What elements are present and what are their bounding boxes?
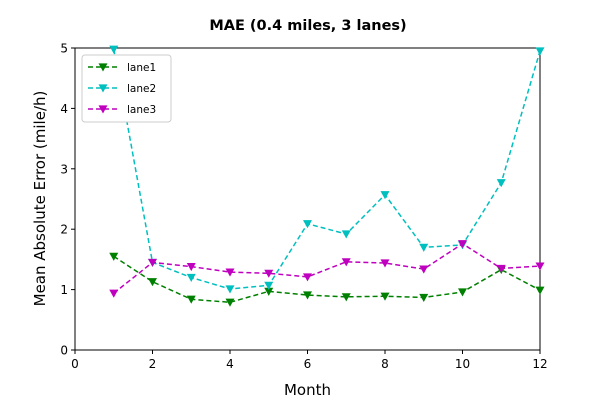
data-point — [109, 289, 119, 298]
x-tick-label: 0 — [71, 357, 79, 371]
x-tick-label: 8 — [381, 357, 389, 371]
legend-label: lane1 — [127, 62, 156, 74]
data-point — [341, 293, 351, 302]
y-tick-label: 4 — [60, 102, 68, 116]
x-tick-label: 12 — [532, 357, 547, 371]
x-tick-label: 4 — [226, 357, 234, 371]
data-point — [303, 220, 312, 229]
y-tick-label: 2 — [60, 223, 68, 237]
x-axis-ticks: 0 2 4 6 8 10 12 — [71, 350, 548, 371]
data-point — [458, 240, 467, 249]
legend-item: lane2 — [88, 83, 156, 95]
data-point — [341, 230, 351, 239]
data-point — [225, 285, 235, 294]
data-point — [380, 191, 390, 200]
series-line — [113, 242, 541, 294]
legend: lane1 lane2 lane3 — [81, 54, 172, 123]
data-point — [535, 262, 545, 271]
data-point — [109, 252, 119, 261]
series-line — [113, 255, 541, 304]
legend-marker — [98, 105, 108, 114]
data-point — [380, 259, 390, 268]
data-point — [303, 273, 312, 282]
data-point — [303, 291, 312, 300]
data-point — [264, 287, 274, 296]
series-layer — [109, 45, 545, 307]
data-point — [419, 243, 429, 252]
data-point — [458, 288, 467, 297]
x-tick-label: 2 — [149, 357, 157, 371]
data-point — [186, 263, 196, 272]
data-point — [535, 286, 545, 295]
data-point — [341, 258, 351, 267]
y-axis-label: Mean Absolute Error (mile/h) — [31, 91, 49, 307]
data-point — [496, 179, 506, 188]
data-point — [419, 293, 429, 302]
data-point — [186, 295, 196, 304]
legend-label: lane3 — [127, 104, 156, 116]
x-tick-label: 6 — [304, 357, 312, 371]
legend-item: lane3 — [88, 104, 156, 116]
data-point — [109, 45, 119, 54]
legend-item: lane1 — [88, 62, 156, 74]
data-point — [264, 269, 274, 278]
data-point — [186, 273, 196, 283]
y-tick-label: 3 — [60, 162, 68, 176]
series-lane2 — [109, 45, 545, 294]
data-point — [225, 298, 235, 307]
y-tick-label: 5 — [60, 42, 68, 56]
data-point — [148, 278, 157, 287]
series-lane3 — [109, 240, 545, 298]
data-point — [148, 258, 157, 267]
series-lane1 — [109, 252, 545, 307]
y-axis-ticks: 0 1 2 3 4 5 — [60, 42, 75, 358]
data-point — [380, 292, 390, 301]
y-tick-label: 1 — [60, 283, 68, 297]
legend-box — [81, 54, 172, 123]
chart-title: MAE (0.4 miles, 3 lanes) — [209, 18, 406, 34]
data-point — [419, 265, 429, 274]
data-point — [225, 268, 235, 277]
y-tick-label: 0 — [60, 344, 68, 358]
data-point — [535, 47, 545, 56]
legend-label: lane2 — [127, 83, 156, 95]
legend-marker — [98, 84, 108, 93]
legend-marker — [98, 63, 108, 72]
data-point — [496, 264, 506, 273]
data-point — [264, 281, 274, 290]
x-tick-label: 10 — [455, 357, 470, 371]
x-axis-label: Month — [284, 381, 331, 399]
series-line — [113, 49, 541, 290]
